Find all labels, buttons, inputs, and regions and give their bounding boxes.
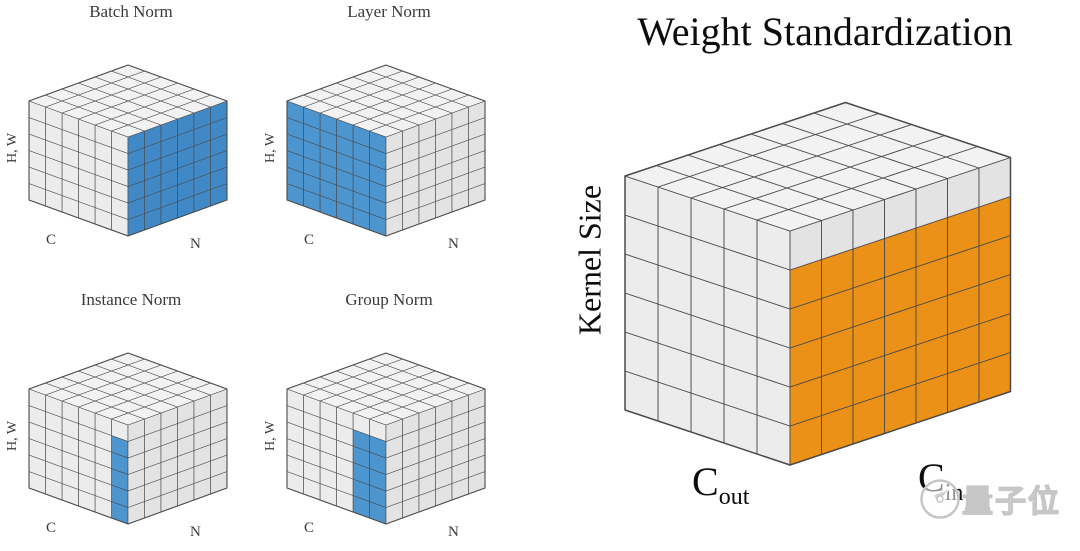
- cube-outline: [286, 64, 486, 237]
- c-axis-label: C: [304, 520, 315, 536]
- hw-axis-label: H, W: [263, 420, 278, 452]
- group-norm-cube: [286, 352, 486, 525]
- n-axis-label: N: [448, 236, 459, 252]
- watermark-text: 量子位: [961, 483, 1061, 520]
- cube-outline: [28, 64, 228, 237]
- instance-norm-cube: [28, 352, 228, 525]
- n-axis-label: N: [448, 524, 459, 540]
- panel-layer-norm: Layer Norm H, W C N: [258, 0, 520, 266]
- n-axis-label: N: [190, 524, 201, 540]
- cube-outline: [286, 352, 486, 525]
- panel-instance-norm: Instance Norm H, W C N: [0, 288, 262, 551]
- c-axis-label: C: [304, 232, 315, 248]
- instance-norm-title: Instance Norm: [80, 290, 182, 309]
- c-out-base: C: [692, 459, 719, 504]
- group-norm-title: Group Norm: [345, 290, 433, 309]
- cube-outline: [28, 352, 228, 525]
- batch-norm-title: Batch Norm: [89, 2, 173, 21]
- qbitai-watermark: 量子位: [918, 476, 1061, 521]
- panel-weight-standardization: Weight Standardization Kernel Size Cout …: [540, 0, 1080, 551]
- weight-standardization-cube: [624, 101, 1012, 466]
- compass-logo-icon: [920, 478, 960, 519]
- hw-axis-label: H, W: [5, 420, 20, 452]
- weight-standardization-title: Weight Standardization: [637, 9, 1013, 54]
- hw-axis-label: H, W: [263, 132, 278, 164]
- panel-batch-norm: Batch Norm H, W C N: [0, 0, 262, 266]
- c-out-axis-label: Cout: [692, 458, 749, 511]
- c-axis-label: C: [46, 520, 57, 536]
- layer-norm-cube: [286, 64, 486, 237]
- c-axis-label: C: [46, 232, 57, 248]
- batch-norm-cube: [28, 64, 228, 237]
- n-axis-label: N: [190, 236, 201, 252]
- cube-outline: [624, 101, 1012, 466]
- panel-group-norm: Group Norm H, W C N: [258, 288, 520, 551]
- hw-axis-label: H, W: [5, 132, 20, 164]
- c-out-sub: out: [718, 484, 750, 510]
- layer-norm-title: Layer Norm: [347, 2, 431, 21]
